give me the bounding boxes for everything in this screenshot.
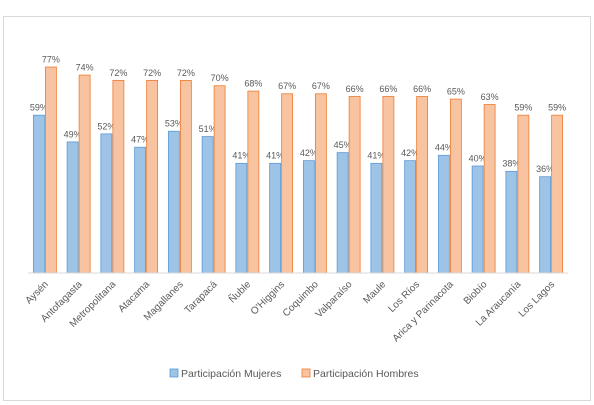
legend-swatch [301,368,311,378]
x-tick-label: Aysén [24,279,51,306]
data-label: 41% [266,151,284,161]
bar [404,160,417,274]
data-label: 63% [481,92,499,102]
bar [370,162,383,274]
bar [437,154,450,274]
legend-label: Participación Hombres [313,368,419,380]
bar [201,136,214,274]
bar [269,162,282,274]
data-label: 65% [447,87,465,97]
bar [471,165,484,274]
data-label: 42% [300,148,318,158]
data-label: 59% [514,103,532,113]
data-label: 68% [244,78,262,88]
data-label: 70% [211,73,229,83]
bar [32,114,45,274]
bar [247,90,260,274]
data-label: 47% [131,135,149,145]
data-label: 72% [177,68,195,78]
data-label: 36% [536,164,554,174]
x-tick-label: Arica y Parinacota [391,279,456,344]
x-tick-label: Ñuble [226,277,254,305]
data-label: 52% [97,121,115,131]
data-label: 41% [367,151,385,161]
data-label: 51% [199,124,217,134]
bar [483,104,496,274]
data-label: 59% [548,103,566,113]
bar [348,96,361,274]
data-label: 72% [143,68,161,78]
data-label: 49% [64,129,82,139]
bar [112,80,125,274]
legend-label: Participación Mujeres [181,368,281,380]
data-label: 59% [30,103,48,113]
x-tick-label: Tarapacá [183,279,220,316]
bar [336,152,349,274]
bar [505,170,518,274]
data-label: 42% [401,148,419,158]
data-label: 72% [109,68,127,78]
bar [517,114,530,274]
bar [416,96,429,274]
legend-swatch [169,368,179,378]
bar [134,146,147,274]
x-tick-label: Maule [361,279,388,306]
data-label: 40% [469,153,487,163]
bar [382,96,395,274]
bar [213,85,226,274]
bar [66,141,79,274]
bar [302,160,315,274]
chart-frame [3,16,591,401]
data-label: 67% [312,81,330,91]
data-label: 53% [165,119,183,129]
bar [146,80,159,274]
data-label: 66% [379,84,397,94]
bar [539,176,552,274]
data-label: 66% [346,84,364,94]
data-label: 45% [334,140,352,150]
bar [449,98,462,274]
data-label: 41% [232,151,250,161]
bar [314,93,327,274]
x-tick-label: Los Lagos [517,279,557,319]
data-label: 44% [435,143,453,153]
bar [44,66,57,274]
bar [551,114,564,274]
bar [281,93,294,274]
bar [78,74,91,274]
data-label: 74% [76,62,94,72]
bar [100,133,113,274]
data-label: 66% [413,84,431,94]
x-tick-label: Valparaíso [314,279,355,320]
x-tick-label: Biobío [462,279,490,307]
data-label: 77% [42,54,60,64]
bar [235,162,248,274]
data-label: 38% [502,159,520,169]
bar [179,80,192,274]
bar [167,130,180,274]
data-label: 67% [278,81,296,91]
